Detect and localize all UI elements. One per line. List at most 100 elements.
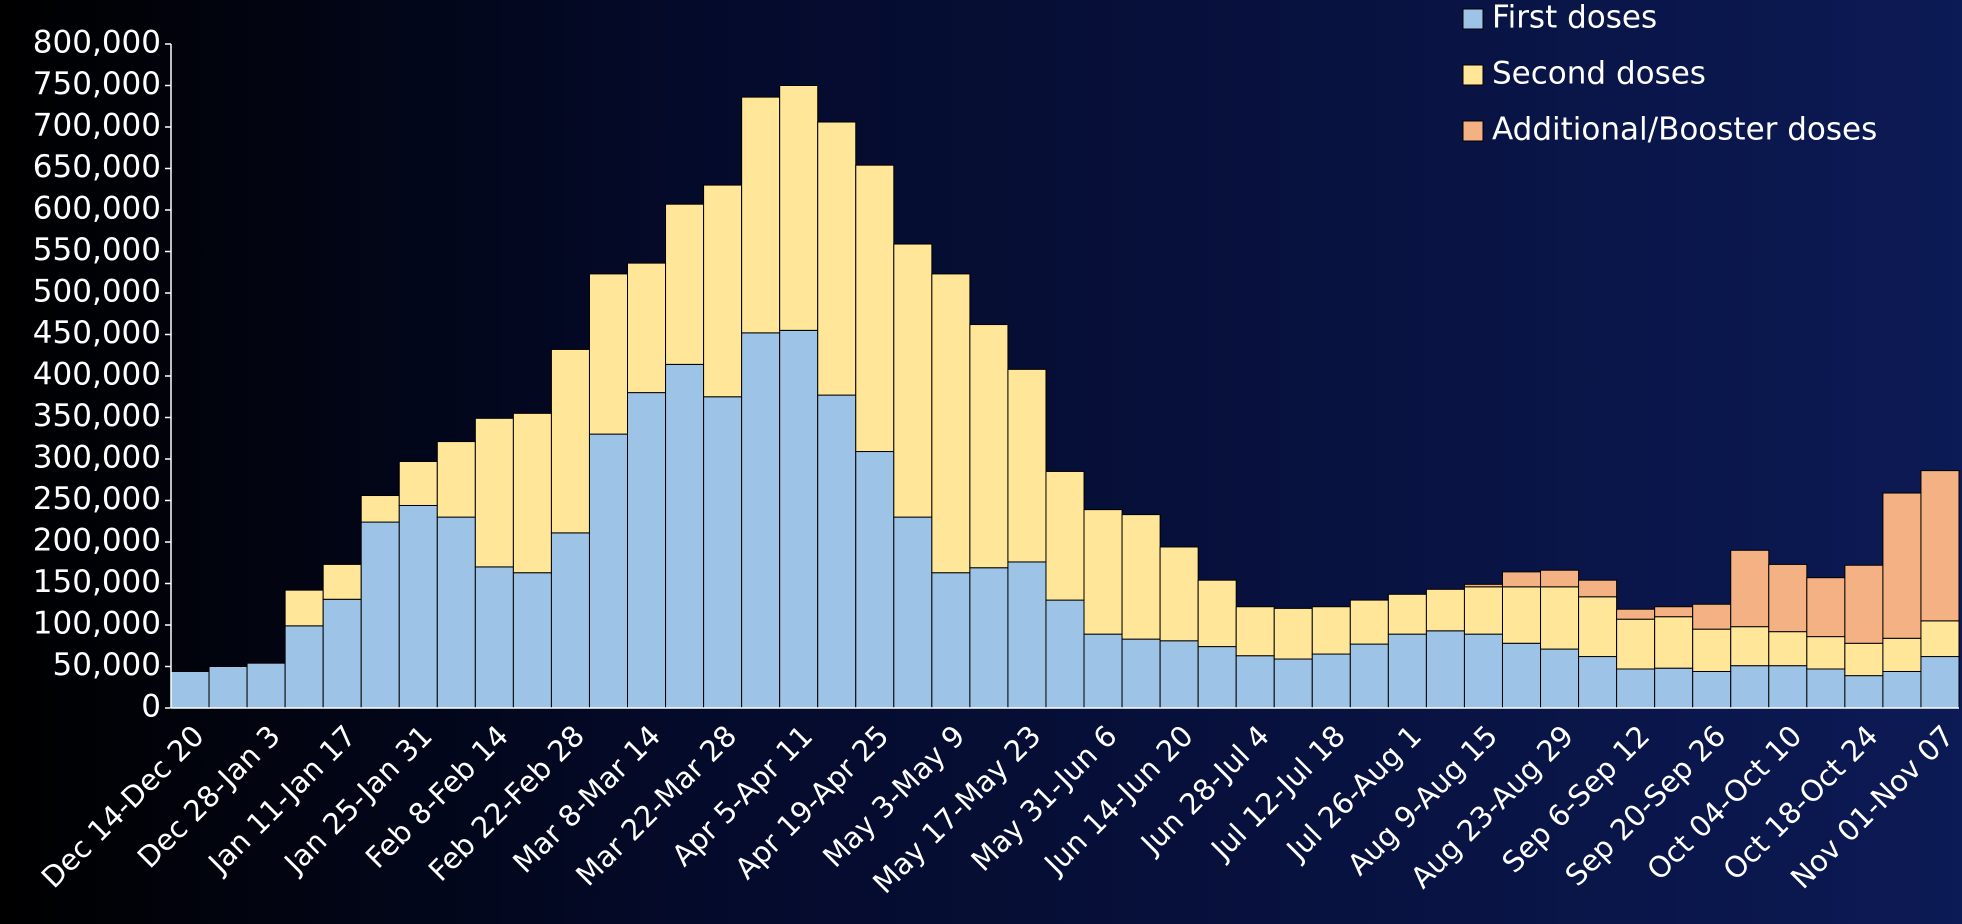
bar-segment (398, 460, 438, 506)
bar-segment (170, 670, 210, 709)
bar-segment (1730, 549, 1770, 628)
y-tick-label: 300,000 (33, 440, 161, 476)
y-tick-label: 100,000 (33, 606, 161, 642)
bar-segment (1045, 470, 1085, 601)
bar-segment (550, 532, 590, 709)
bar-segment (703, 184, 743, 398)
legend-label: Second doses (1492, 56, 1706, 92)
bar-segment (1083, 633, 1123, 709)
bar-segment (1121, 638, 1161, 709)
bar-segment (1083, 509, 1123, 635)
bar-segment (1578, 579, 1618, 598)
bar-segment (436, 516, 476, 709)
bar-segment (246, 662, 286, 709)
y-tick-label: 150,000 (33, 564, 161, 600)
bar-segment (1197, 646, 1237, 709)
bar-segment (1578, 656, 1618, 709)
bar-segment (1501, 586, 1542, 644)
bar-segment (1920, 470, 1960, 622)
bar-segment (1349, 599, 1389, 645)
bar-segment (1806, 577, 1846, 638)
bar-segment (817, 121, 857, 396)
bar-segment (1692, 603, 1732, 630)
bar-segment (1311, 606, 1351, 655)
y-tick-label: 500,000 (33, 274, 161, 310)
bar-segment (1882, 670, 1922, 709)
y-tick-label: 550,000 (33, 232, 161, 268)
bar-segment (1806, 636, 1846, 670)
bar-segment (1882, 492, 1922, 639)
bar-segment (665, 363, 705, 709)
bar-segment (550, 348, 590, 534)
bar-segment (741, 332, 781, 709)
bar-segment (1501, 571, 1542, 588)
bar-segment (1007, 368, 1047, 563)
bar-segment (1425, 588, 1465, 632)
bar-segment (1654, 616, 1694, 669)
bar-segment (627, 392, 667, 709)
bar-segment (969, 567, 1009, 709)
y-tick-label: 750,000 (33, 66, 161, 102)
bar-segment (1273, 658, 1313, 709)
bar-segment (1540, 586, 1580, 650)
bar-segment (284, 589, 324, 627)
bar-segment (1616, 668, 1656, 709)
bar-segment (1311, 653, 1351, 709)
bar-segment (1463, 633, 1503, 709)
bar-segment (474, 566, 514, 709)
bar-segment (208, 666, 248, 709)
bar-segment (1616, 618, 1656, 670)
legend-label: First doses (1492, 0, 1657, 36)
y-tick-label: 350,000 (33, 398, 161, 434)
bar-segment (1654, 667, 1694, 709)
bar-segment (1806, 668, 1846, 709)
y-tick-label: 400,000 (33, 357, 161, 393)
legend-swatch (1462, 64, 1484, 86)
bar-segment (1692, 670, 1732, 709)
bar-segment (627, 262, 667, 394)
bar-segment (1387, 593, 1427, 635)
bar-segment (931, 273, 971, 574)
bar-segment (1007, 561, 1047, 709)
bar-segment (1882, 637, 1922, 672)
bar-segment (1768, 563, 1808, 633)
bar-segment (1654, 606, 1694, 618)
bar-segment (436, 441, 476, 518)
bar-segment (1540, 648, 1580, 709)
bar-segment (1425, 630, 1465, 709)
bar-segment (1844, 675, 1884, 709)
y-tick-label: 800,000 (33, 25, 161, 61)
legend-label: Additional/Booster doses (1492, 112, 1877, 148)
y-tick-label: 600,000 (33, 191, 161, 227)
bar-segment (588, 273, 629, 435)
bar-segment (1235, 606, 1275, 657)
bar-segment (1730, 626, 1770, 667)
bar-segment (398, 504, 438, 709)
bar-segment (1045, 599, 1085, 709)
bar-segment (741, 96, 781, 334)
bar-segment (512, 572, 552, 709)
bar-segment (1159, 640, 1199, 709)
y-tick-label: 50,000 (53, 647, 161, 683)
bar-segment (931, 572, 971, 709)
bar-segment (817, 394, 857, 709)
bar-segment (779, 85, 819, 331)
bar-segment (855, 451, 895, 709)
bar-segment (969, 324, 1009, 569)
bar-segment (1920, 620, 1960, 658)
bar-segment (588, 433, 629, 709)
bar-segment (360, 495, 400, 523)
bar-segment (1121, 514, 1161, 640)
bar-segment (1235, 655, 1275, 709)
bar-segment (1349, 643, 1389, 709)
bar-segment (665, 203, 705, 365)
bar-segment (1692, 628, 1732, 672)
y-tick-label: 650,000 (33, 149, 161, 185)
bar-segment (1768, 631, 1808, 667)
bar-segment (1844, 642, 1884, 677)
bar-segment (1501, 642, 1542, 709)
y-tick-label: 250,000 (33, 481, 161, 517)
bar-segment (779, 329, 819, 709)
legend-swatch (1462, 120, 1484, 142)
